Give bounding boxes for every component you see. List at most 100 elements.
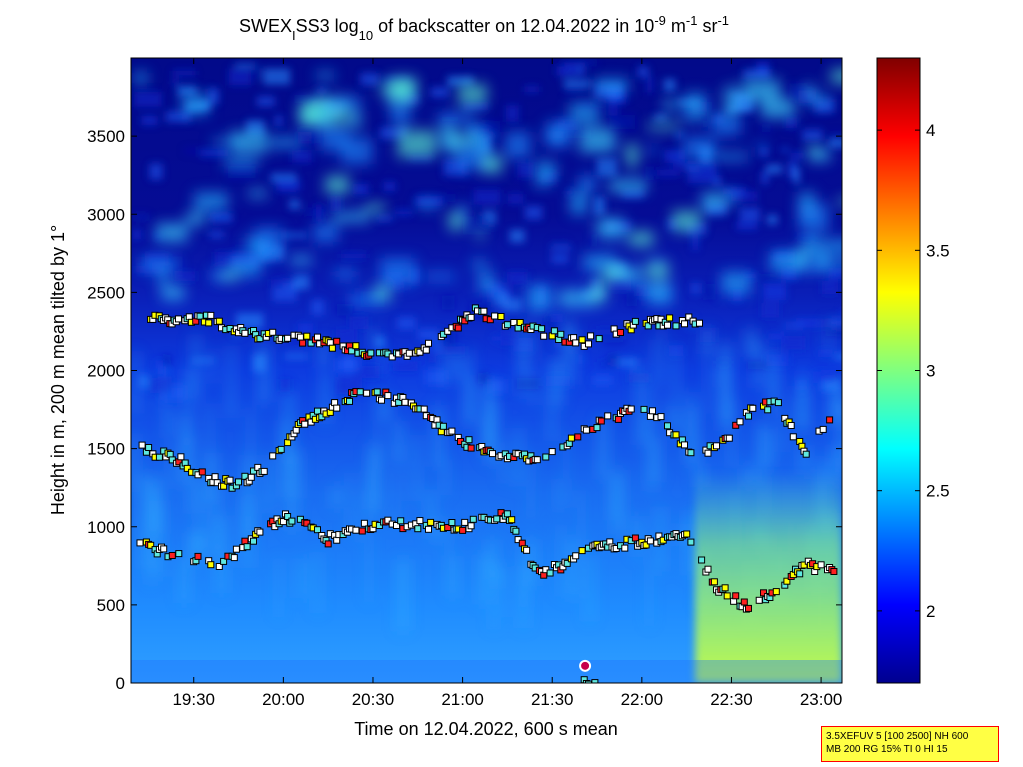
cloud-marker-lower: [384, 516, 392, 524]
cloud-marker-middle: [138, 441, 146, 449]
cloud-marker-lower: [215, 563, 223, 570]
cloud-marker-lower: [333, 536, 341, 544]
cloud-marker-lower: [352, 526, 360, 534]
x-tick-label: 22:30: [710, 690, 753, 709]
cloud-marker-upper: [480, 307, 488, 315]
cloud-marker-middle: [787, 422, 795, 429]
colorbar-tick-label: 2: [926, 602, 935, 621]
cloud-marker-middle: [384, 392, 392, 400]
cloud-marker-middle: [687, 449, 695, 457]
cloud-marker-lower: [621, 544, 629, 552]
y-axis: 0 500 1000 1500 2000 2500 3000 3500: [87, 127, 842, 693]
y-tick-label: 2500: [87, 283, 125, 302]
cloud-marker-upper: [422, 346, 430, 354]
cloud-marker-upper: [557, 330, 565, 338]
cloud-marker-middle: [640, 405, 648, 413]
cloud-marker-upper: [215, 317, 223, 325]
cloud-marker-lower: [723, 592, 731, 600]
cloud-marker-lower: [523, 546, 531, 554]
cloud-marker-middle: [346, 397, 353, 405]
cloud-marker-lower: [578, 547, 586, 555]
cloud-marker-middle: [664, 422, 671, 430]
y-tick-label: 2000: [87, 362, 125, 381]
cloud-marker-middle: [657, 413, 665, 421]
cloud-marker-middle: [704, 449, 712, 457]
cloud-marker-upper: [696, 319, 703, 327]
cloud-marker-upper: [538, 325, 546, 333]
colorbar: [876, 57, 921, 684]
cloud-marker-lower: [360, 519, 368, 527]
cloud-marker-middle: [489, 450, 496, 458]
cloud-marker-lower: [514, 536, 522, 544]
cloud-marker-lower: [461, 518, 469, 526]
cloud-marker-middle: [802, 450, 810, 458]
cloud-marker-middle: [745, 412, 752, 420]
cloud-marker-upper: [284, 334, 292, 342]
cloud-marker-middle: [774, 399, 782, 407]
cloud-marker-middle: [582, 426, 590, 434]
cloud-marker-lower: [698, 556, 706, 564]
chart-title: SWEXISS3 log10 of backscatter on 12.04.2…: [239, 13, 729, 43]
cloud-marker-lower: [243, 543, 251, 551]
colorbar-axis: 2 2.5 3 3.5 4: [877, 121, 950, 621]
x-axis-label: Time on 12.04.2022, 600 s mean: [354, 719, 618, 739]
cloud-marker-middle: [597, 417, 605, 425]
cloud-marker-upper: [425, 339, 432, 347]
cloud-marker-lower: [508, 516, 516, 524]
cloud-marker-upper: [467, 313, 475, 321]
cloud-marker-lower: [783, 577, 791, 585]
cloud-marker-middle: [247, 473, 255, 481]
x-tick-label: 21:30: [531, 690, 574, 709]
x-tick-label: 22:00: [621, 690, 664, 709]
cloud-marker-lower: [710, 578, 718, 586]
cloud-marker-middle: [211, 473, 219, 481]
info-line-2: MB 200 RG 15% TI 0 HI 15: [826, 744, 948, 755]
heatmap: [131, 58, 842, 683]
y-tick-label: 1000: [87, 518, 125, 537]
cloud-marker-upper: [617, 329, 624, 336]
cloud-marker-lower: [358, 527, 366, 535]
cloud-marker-lower: [160, 545, 168, 553]
cloud-marker-lower: [194, 552, 202, 560]
cloud-marker-middle: [542, 453, 550, 461]
cloud-marker-lower: [230, 554, 238, 562]
cloud-marker-middle: [826, 416, 834, 424]
cloud-marker-middle: [713, 442, 720, 450]
colorbar-tick-label: 2.5: [926, 482, 950, 501]
surface-circle-marker: [579, 659, 592, 672]
cloud-marker-lower: [704, 565, 712, 573]
cloud-marker-lower: [324, 540, 332, 548]
cloud-marker-middle: [649, 407, 656, 415]
cloud-marker-upper: [299, 339, 307, 347]
cloud-marker-middle: [567, 434, 575, 442]
cloud-marker-lower: [683, 530, 691, 538]
y-tick-label: 1500: [87, 440, 125, 459]
cloud-marker-middle: [363, 389, 371, 397]
cloud-marker-middle: [448, 427, 456, 435]
cloud-marker-middle: [593, 424, 601, 432]
cloud-marker-middle: [819, 425, 827, 433]
cloud-marker-middle: [764, 406, 772, 414]
cloud-marker-lower: [397, 517, 405, 525]
cloud-marker-lower: [817, 561, 825, 569]
cloud-marker-middle: [420, 405, 428, 413]
cloud-marker-upper: [486, 316, 494, 324]
y-tick-label: 3000: [87, 205, 125, 224]
cloud-marker-middle: [681, 441, 688, 449]
cloud-marker-lower: [427, 518, 435, 526]
y-tick-label: 500: [97, 596, 125, 615]
cloud-marker-upper: [516, 319, 524, 326]
cloud-marker-lower: [425, 525, 432, 533]
cloud-marker-middle: [533, 456, 541, 464]
cloud-marker-middle: [439, 422, 447, 430]
cloud-marker-upper: [491, 312, 499, 320]
cloud-marker-upper: [405, 349, 413, 357]
cloud-marker-lower: [732, 592, 740, 600]
cloud-marker-middle: [725, 434, 733, 442]
cloud-marker-lower: [740, 598, 748, 606]
x-tick-label: 19:30: [172, 690, 215, 709]
cloud-marker-middle: [574, 433, 582, 441]
cloud-marker-middle: [198, 468, 206, 476]
cloud-marker-middle: [789, 433, 797, 441]
